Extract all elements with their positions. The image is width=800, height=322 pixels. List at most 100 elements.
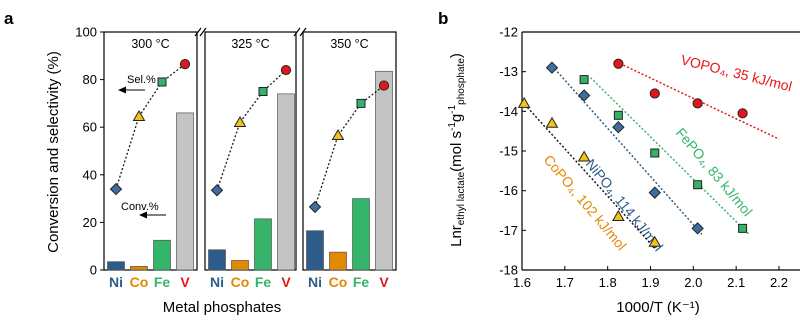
x-tick-label: 1.8 (599, 275, 617, 290)
category-label: Co (130, 274, 149, 290)
x-tick-label: 2.2 (770, 275, 788, 290)
y-tick-label: 100 (75, 25, 97, 40)
x-tick-label: 1.9 (641, 275, 659, 290)
x-tick-label: 2.0 (684, 275, 702, 290)
data-point (649, 88, 660, 99)
data-point (545, 61, 559, 74)
conversion-bar (254, 218, 272, 271)
panel-a-xlabel: Metal phosphates (163, 299, 281, 316)
axis-break (299, 27, 307, 37)
panel-b-xlabel: 1000/T (K⁻¹) (616, 299, 700, 316)
data-point (579, 75, 589, 85)
conv-arrowhead (139, 211, 147, 219)
selectivity-marker (179, 59, 191, 70)
x-tick-label: 1.7 (556, 275, 574, 290)
fit-line (521, 100, 656, 249)
y-tick-label: 20 (83, 215, 97, 230)
data-point (737, 108, 748, 119)
panel-a-plot: 300 °C Ni Co Fe V 325 °C Ni Co Fe V 350 °C Ni Co Fe V 0… (75, 25, 397, 290)
data-point (691, 222, 704, 235)
data-point (545, 116, 559, 128)
data-point (650, 148, 660, 158)
panel-a-letter: a (4, 9, 14, 28)
category-label: Co (329, 274, 348, 290)
selectivity-marker (378, 80, 390, 91)
category-label: Fe (154, 274, 171, 290)
category-label: Fe (353, 274, 370, 290)
sel-annotation: Sel.% (127, 74, 156, 86)
selectivity-marker (356, 98, 366, 108)
selectivity-marker (157, 77, 167, 87)
conversion-bar (208, 249, 226, 271)
selectivity-line (314, 85, 385, 208)
data-point (648, 186, 661, 199)
y-tick-label: -14 (499, 104, 518, 119)
x-tick-label: 1.6 (513, 275, 531, 290)
y-tick-label: 0 (90, 263, 97, 278)
category-label: Ni (109, 274, 123, 290)
conversion-bar (130, 266, 148, 271)
conversion-bar (277, 93, 295, 271)
fit-line (551, 65, 703, 235)
y-tick-label: 40 (83, 167, 97, 182)
selectivity-marker (308, 200, 322, 214)
selectivity-marker (258, 87, 268, 96)
y-tick-label: -13 (499, 64, 518, 79)
category-label: V (180, 274, 190, 290)
temperature-label: 325 °C (231, 37, 269, 51)
data-point (612, 120, 625, 134)
selectivity-marker (280, 64, 292, 76)
category-label: Fe (255, 274, 272, 290)
temperature-label: 350 °C (330, 37, 368, 51)
y-tick-label: 60 (83, 120, 97, 135)
category-label: Ni (210, 274, 224, 290)
data-point (648, 235, 662, 247)
selectivity-line (115, 63, 186, 190)
data-point (613, 58, 624, 69)
selectivity-marker (331, 129, 345, 141)
axis-break (293, 27, 301, 37)
y-tick-label: -18 (499, 263, 518, 278)
temperature-label: 300 °C (131, 37, 169, 51)
y-tick-label: -16 (499, 183, 518, 198)
data-point (577, 89, 591, 102)
fit-line (590, 77, 750, 235)
conversion-bar (352, 198, 370, 271)
data-point (738, 223, 748, 233)
selectivity-line (216, 69, 287, 191)
y-tick-label: -15 (499, 144, 518, 159)
y-tick-label: -17 (499, 223, 518, 238)
selectivity-marker (132, 109, 146, 121)
category-label: Co (231, 274, 250, 290)
conversion-bar (231, 260, 249, 271)
conversion-bar (375, 70, 393, 271)
data-point (613, 110, 623, 120)
conversion-bar (107, 261, 125, 271)
y-tick-label: -12 (499, 25, 518, 40)
x-tick-label: 2.1 (727, 275, 745, 290)
series-label: VOPO₄, 35 kJ/mol (679, 51, 793, 94)
data-point (577, 150, 591, 162)
data-point (612, 209, 625, 221)
selectivity-marker (210, 184, 224, 197)
selectivity-marker (233, 115, 247, 127)
y-tick-label: 80 (83, 72, 97, 87)
data-point (517, 96, 531, 108)
conversion-bar (329, 251, 347, 271)
subpanel-frame (103, 31, 198, 271)
conv-annotation: Conv.% (121, 201, 159, 213)
axis-break (194, 27, 202, 37)
subpanel-frame (302, 31, 397, 271)
panel-a-ylabel: Conversion and selectivity (%) (45, 51, 62, 253)
subpanel-frame (204, 31, 297, 271)
data-point (693, 180, 703, 190)
category-label: V (379, 274, 389, 290)
conversion-bar (306, 230, 324, 271)
data-point (692, 98, 703, 109)
conversion-bar (176, 112, 194, 271)
category-label: Ni (308, 274, 322, 290)
sel-arrowhead (118, 86, 126, 94)
conversion-bar (153, 239, 171, 271)
category-label: V (281, 274, 291, 290)
